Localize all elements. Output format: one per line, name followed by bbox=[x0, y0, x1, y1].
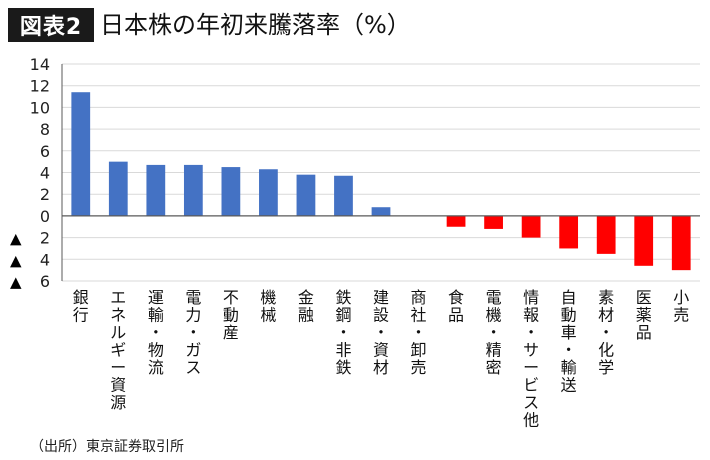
x-tick-label: 鉄鋼・非鉄 bbox=[335, 288, 351, 377]
y-tick-marker: ▲ bbox=[10, 230, 22, 248]
bar bbox=[259, 169, 278, 216]
x-tick-label: 電力・ガス bbox=[185, 288, 201, 377]
x-tick-label: 食品 bbox=[448, 288, 464, 325]
bar bbox=[221, 167, 241, 216]
y-tick-marker: ▲ bbox=[10, 251, 22, 269]
y-tick-label: 4 bbox=[40, 250, 50, 269]
x-tick-label: 建設・資材 bbox=[373, 288, 389, 377]
bar bbox=[146, 164, 166, 216]
bar bbox=[108, 161, 128, 216]
x-tick-label: エネルギー資源 bbox=[110, 288, 126, 412]
source-note: （出所）東京証券取引所 bbox=[30, 439, 184, 455]
y-tick-label: 2 bbox=[40, 229, 50, 248]
bar bbox=[446, 215, 466, 227]
y-tick-label: 4 bbox=[40, 164, 50, 183]
y-tick-label: 10 bbox=[30, 98, 50, 117]
bar bbox=[671, 215, 691, 271]
x-tick-label: 小売 bbox=[673, 288, 689, 325]
y-tick-label: 2 bbox=[40, 185, 50, 204]
y-tick-marker: ▲ bbox=[10, 273, 22, 291]
x-tick-label: 商社・卸売 bbox=[411, 288, 427, 377]
bar bbox=[334, 175, 353, 216]
bar bbox=[296, 174, 316, 216]
bar bbox=[71, 92, 91, 216]
y-tick-label: 6 bbox=[40, 142, 50, 161]
y-tick-label: 0 bbox=[40, 207, 50, 226]
x-tick-label: 自動車・輸送 bbox=[561, 288, 577, 395]
bar bbox=[521, 215, 541, 238]
x-tick-label: 不動産 bbox=[223, 288, 239, 342]
x-tick-label: 医薬品 bbox=[636, 288, 652, 342]
y-tick-label: 6 bbox=[40, 272, 50, 291]
y-tick-label: 8 bbox=[40, 120, 50, 139]
y-tick-label: 14 bbox=[30, 55, 50, 74]
bar bbox=[371, 207, 391, 216]
figure-badge: 図表2 bbox=[8, 8, 94, 42]
bar bbox=[596, 215, 616, 254]
chart-title: 日本株の年初来騰落率（%） bbox=[100, 11, 411, 39]
bar bbox=[634, 215, 654, 266]
bar bbox=[484, 215, 503, 229]
x-tick-label: 銀行 bbox=[73, 288, 89, 325]
bar bbox=[183, 164, 203, 216]
y-tick-label: 12 bbox=[30, 77, 50, 96]
x-tick-label: 電機・精密 bbox=[486, 288, 502, 377]
x-tick-label: 機械 bbox=[260, 288, 276, 325]
x-tick-label: 金融 bbox=[298, 288, 314, 325]
x-tick-label: 素材・化学 bbox=[598, 288, 614, 377]
bar bbox=[559, 215, 579, 249]
x-tick-label: 情報・サービス他 bbox=[523, 288, 539, 430]
x-tick-label: 運輸・物流 bbox=[148, 288, 164, 377]
